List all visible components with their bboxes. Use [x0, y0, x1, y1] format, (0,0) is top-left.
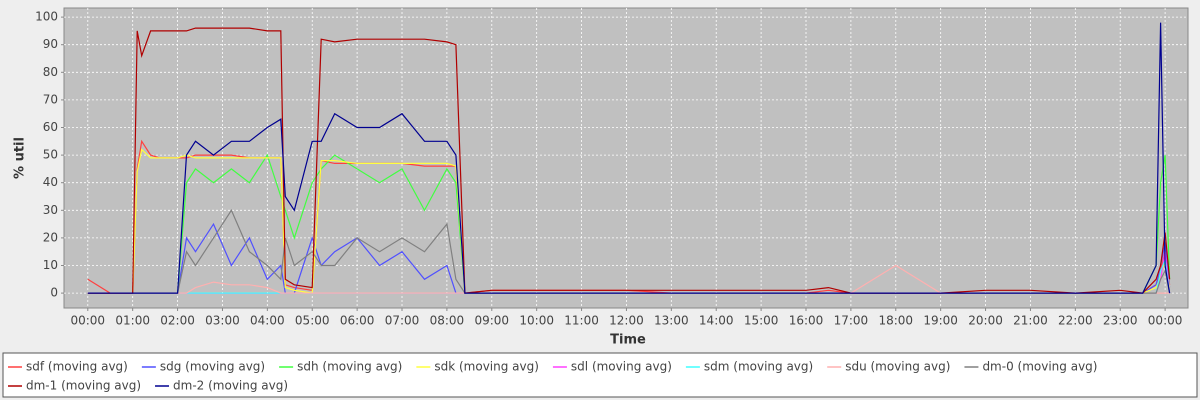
y-tick-label: 40 — [43, 175, 58, 189]
x-tick-label: 16:00 — [789, 314, 824, 328]
y-tick-label: 10 — [43, 258, 58, 272]
legend-label: sdh (moving avg) — [297, 360, 402, 374]
x-tick-label: 07:00 — [385, 314, 420, 328]
x-tick-label: 17:00 — [834, 314, 869, 328]
y-tick-label: 70 — [43, 92, 58, 106]
legend-label: dm-0 (moving avg) — [982, 360, 1097, 374]
x-tick-label: 14:00 — [699, 314, 734, 328]
y-tick-label: 30 — [43, 203, 58, 217]
y-tick-label: 20 — [43, 230, 58, 244]
x-tick-label: 08:00 — [430, 314, 465, 328]
x-tick-label: 20:00 — [968, 314, 1003, 328]
x-tick-label: 00:00 — [1148, 314, 1183, 328]
x-tick-label: 15:00 — [744, 314, 779, 328]
legend-label: dm-2 (moving avg) — [173, 379, 288, 393]
x-tick-label: 18:00 — [878, 314, 913, 328]
y-axis-title: % util — [13, 137, 28, 179]
series-line — [87, 22, 1171, 294]
x-tick-label: 23:00 — [1103, 314, 1138, 328]
x-tick-label: 11:00 — [564, 314, 599, 328]
x-tick-label: 00:00 — [70, 314, 105, 328]
legend-label: sdk (moving avg) — [434, 360, 539, 374]
legend-box — [2, 352, 1198, 398]
legend-label: dm-1 (moving avg) — [26, 379, 141, 393]
x-tick-label: 19:00 — [923, 314, 958, 328]
series-line — [87, 27, 1171, 294]
y-tick-label: 0 — [50, 286, 58, 300]
x-tick-label: 12:00 — [609, 314, 644, 328]
x-tick-label: 13:00 — [654, 314, 689, 328]
x-tick-label: 03:00 — [205, 314, 240, 328]
x-tick-label: 02:00 — [160, 314, 195, 328]
x-tick-label: 04:00 — [250, 314, 285, 328]
x-tick-label: 10:00 — [519, 314, 554, 328]
x-tick-label: 01:00 — [115, 314, 150, 328]
y-tick-label: 50 — [43, 148, 58, 162]
legend-label: sdl (moving avg) — [571, 360, 672, 374]
legend-label: sdu (moving avg) — [845, 360, 950, 374]
y-tick-label: 80 — [43, 65, 58, 79]
x-tick-label: 22:00 — [1058, 314, 1093, 328]
y-tick-label: 90 — [43, 37, 58, 51]
y-tick-label: 60 — [43, 120, 58, 134]
x-tick-label: 05:00 — [295, 314, 330, 328]
y-tick-label: 100 — [35, 10, 58, 24]
legend-label: sdg (moving avg) — [160, 360, 265, 374]
x-tick-label: 06:00 — [340, 314, 375, 328]
legend-label: sdm (moving avg) — [704, 360, 813, 374]
x-axis-title: Time — [610, 333, 646, 348]
x-tick-label: 21:00 — [1013, 314, 1048, 328]
x-tick-label: 09:00 — [474, 314, 509, 328]
legend-label: sdf (moving avg) — [26, 360, 128, 374]
